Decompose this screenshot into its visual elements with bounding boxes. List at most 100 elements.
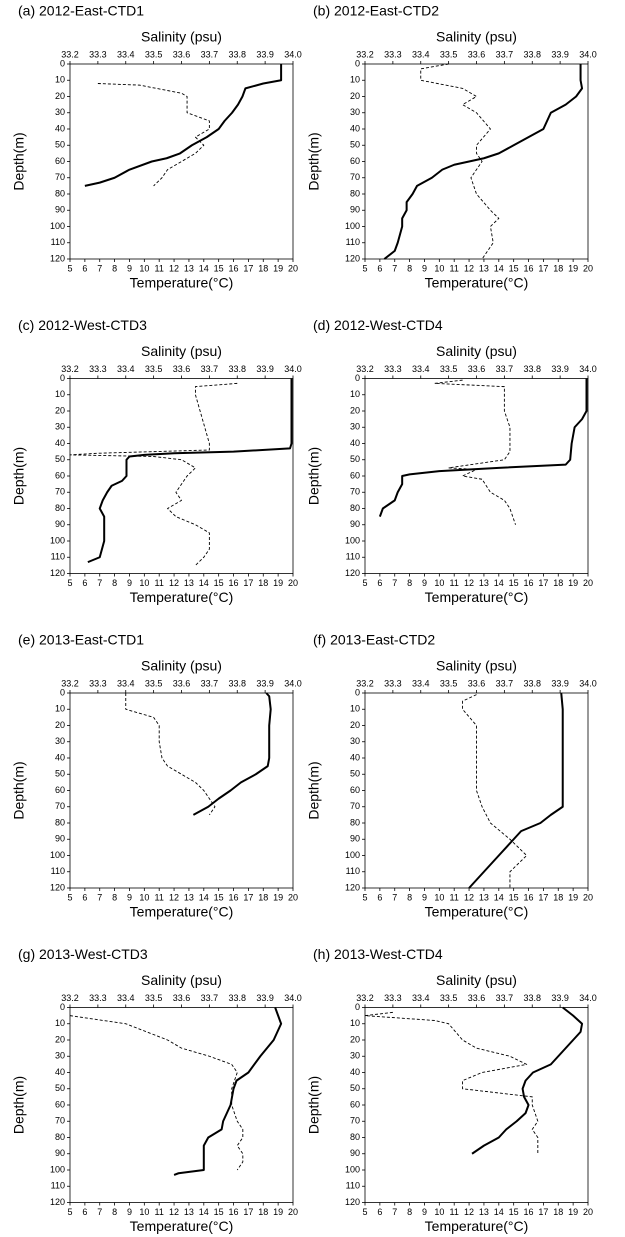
y-tick-label: 80 — [350, 1132, 360, 1142]
x2-tick-label: 34.0 — [579, 364, 597, 374]
y-tick-label: 120 — [50, 1197, 65, 1207]
y-tick-label: 100 — [50, 535, 65, 545]
y-axis-label: Depth(m) — [306, 1076, 322, 1134]
x-tick-label: 11 — [155, 578, 164, 588]
temperature-line — [471, 1006, 584, 1155]
x2-tick-label: 33.8 — [523, 364, 541, 374]
plot-frame — [69, 692, 294, 889]
x2-axis-label: Salinity (psu) — [436, 972, 517, 988]
y-tick-label: 10 — [350, 1018, 360, 1028]
panel-title: (a) 2012-East-CTD1 — [18, 3, 144, 19]
y-tick-label: 40 — [55, 752, 65, 762]
x-tick-label: 20 — [288, 578, 298, 588]
x2-tick-label: 33.3 — [384, 678, 402, 688]
plot-frame — [69, 63, 294, 260]
y-tick-label: 60 — [55, 156, 65, 166]
x2-tick-label: 33.5 — [440, 993, 458, 1003]
y-tick-label: 120 — [50, 253, 65, 263]
x-tick-label: 11 — [155, 892, 164, 902]
x-tick-label: 7 — [97, 1207, 102, 1217]
y-tick-label: 80 — [55, 817, 65, 827]
x-tick-label: 19 — [568, 892, 578, 902]
x-tick-label: 9 — [127, 578, 132, 588]
x2-tick-label: 33.9 — [256, 49, 274, 59]
x2-tick-label: 33.2 — [61, 364, 79, 374]
x-tick-label: 12 — [169, 263, 179, 273]
plot-frame — [364, 63, 589, 260]
y-axis-label: Depth(m) — [11, 447, 27, 505]
x2-tick-label: 33.7 — [496, 364, 514, 374]
x2-tick-label: 33.4 — [117, 364, 135, 374]
x-tick-label: 5 — [362, 892, 367, 902]
x2-tick-label: 33.3 — [89, 364, 107, 374]
x2-axis-label: Salinity (psu) — [141, 343, 222, 359]
x-axis-label: Temperature(°C) — [130, 275, 234, 291]
y-tick-label: 120 — [50, 568, 65, 578]
x-tick-label: 19 — [273, 892, 283, 902]
x2-tick-label: 33.3 — [89, 678, 107, 688]
temperature-line — [173, 1007, 283, 1176]
y-axis-label: Depth(m) — [11, 761, 27, 819]
y-tick-label: 40 — [55, 123, 65, 133]
x2-axis-label: Salinity (psu) — [436, 343, 517, 359]
x2-tick-label: 34.0 — [284, 49, 302, 59]
x-tick-label: 11 — [450, 892, 459, 902]
y-tick-label: 80 — [55, 503, 65, 513]
y-tick-label: 90 — [55, 205, 65, 215]
x-tick-label: 13 — [184, 892, 194, 902]
y-tick-label: 60 — [350, 1099, 360, 1109]
x-tick-label: 14 — [199, 263, 209, 273]
x-tick-label: 20 — [583, 263, 593, 273]
x-tick-label: 6 — [82, 578, 87, 588]
panel-title: (c) 2012-West-CTD3 — [18, 317, 147, 333]
salinity-line — [97, 83, 210, 187]
x-tick-label: 16 — [524, 263, 534, 273]
x-axis-label: Temperature(°C) — [425, 275, 529, 291]
x2-tick-label: 33.8 — [228, 49, 246, 59]
x2-tick-label: 33.7 — [201, 364, 219, 374]
x-tick-label: 17 — [243, 263, 253, 273]
y-tick-label: 110 — [51, 866, 65, 876]
x2-tick-label: 33.9 — [551, 678, 569, 688]
y-tick-label: 40 — [55, 438, 65, 448]
y-tick-label: 50 — [350, 769, 360, 779]
x-tick-label: 10 — [139, 578, 149, 588]
x-tick-label: 17 — [538, 1207, 548, 1217]
y-tick-label: 90 — [350, 1148, 360, 1158]
x2-tick-label: 33.3 — [89, 49, 107, 59]
y-tick-label: 110 — [346, 866, 360, 876]
x2-tick-label: 33.4 — [117, 993, 135, 1003]
x-tick-label: 15 — [214, 1207, 224, 1217]
x2-tick-label: 34.0 — [579, 49, 597, 59]
x-tick-label: 17 — [243, 892, 253, 902]
panel-title: (g) 2013-West-CTD3 — [18, 946, 148, 962]
x2-tick-label: 33.9 — [551, 49, 569, 59]
y-tick-label: 30 — [350, 736, 360, 746]
x-tick-label: 18 — [553, 892, 563, 902]
x2-tick-label: 33.2 — [61, 678, 79, 688]
y-axis-label: Depth(m) — [306, 132, 322, 190]
x-tick-label: 9 — [422, 578, 427, 588]
x-tick-label: 8 — [112, 1207, 117, 1217]
y-tick-label: 120 — [345, 1197, 360, 1207]
x-tick-label: 12 — [464, 892, 474, 902]
y-tick-label: 70 — [350, 801, 360, 811]
y-tick-label: 20 — [350, 720, 360, 730]
y-tick-label: 80 — [350, 817, 360, 827]
x-tick-label: 14 — [199, 892, 209, 902]
x-tick-label: 15 — [509, 892, 519, 902]
y-tick-label: 80 — [350, 188, 360, 198]
y-tick-label: 50 — [55, 140, 65, 150]
temperature-line — [192, 692, 272, 816]
x-tick-label: 15 — [509, 1207, 519, 1217]
x-tick-label: 7 — [97, 263, 102, 273]
y-tick-label: 10 — [55, 389, 65, 399]
x-tick-label: 12 — [169, 892, 179, 902]
x2-tick-label: 33.7 — [496, 49, 514, 59]
y-tick-label: 0 — [60, 1002, 65, 1012]
x-tick-label: 7 — [392, 578, 397, 588]
salinity-line — [125, 693, 216, 816]
x-tick-label: 19 — [568, 578, 578, 588]
x-tick-label: 5 — [67, 263, 72, 273]
x2-tick-label: 33.7 — [496, 678, 514, 688]
